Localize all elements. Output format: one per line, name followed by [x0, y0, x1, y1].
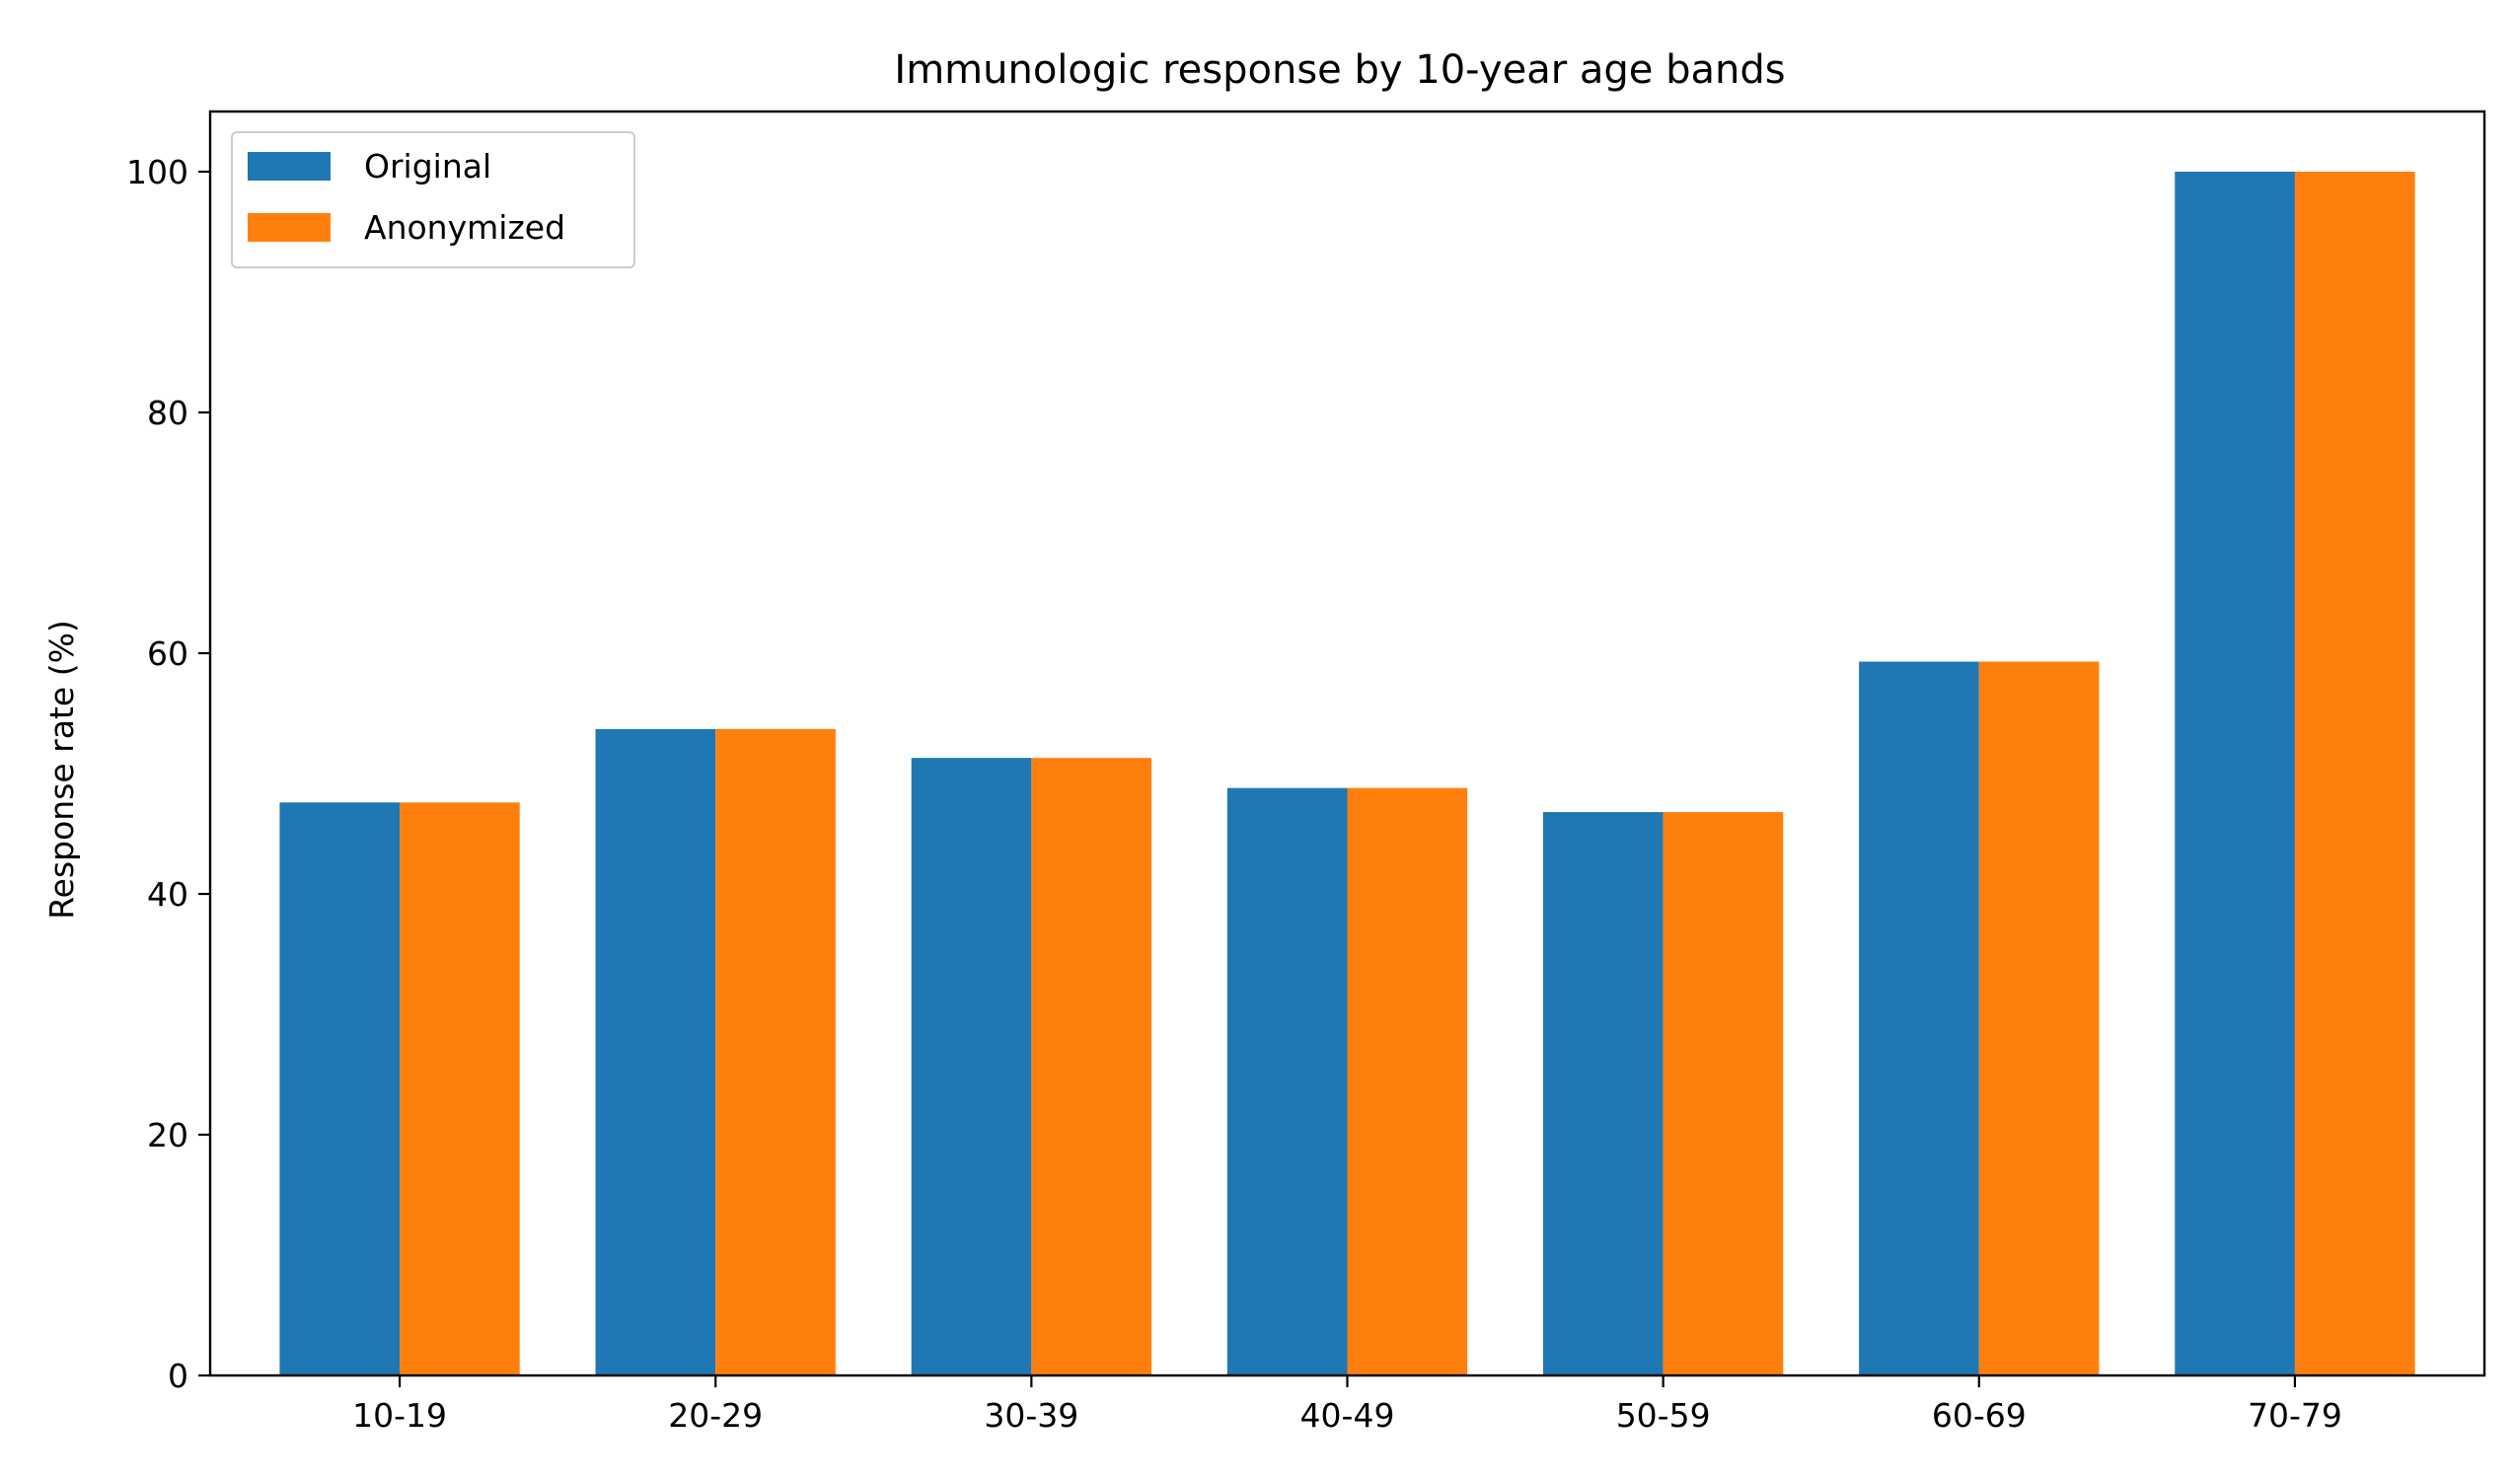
x-tick-label: 30-39: [984, 1396, 1078, 1435]
legend: Original Anonymized: [231, 131, 635, 268]
legend-box: [231, 131, 635, 268]
bar-original-40-49: [1226, 787, 1348, 1375]
bar-anonymized-30-39: [1031, 758, 1152, 1375]
legend-swatch-original: [248, 152, 331, 181]
y-tick-label: 0: [168, 1357, 188, 1395]
bar-original-30-39: [911, 758, 1032, 1375]
bar-anonymized-60-69: [1978, 661, 2100, 1375]
x-tick-label: 70-79: [2248, 1396, 2342, 1435]
bar-original-50-59: [1542, 812, 1664, 1375]
y-tick-label: 80: [147, 394, 188, 432]
y-tick-label: 60: [147, 634, 188, 673]
legend-label-anonymized: Anonymized: [364, 208, 565, 247]
bar-original-10-19: [279, 802, 401, 1375]
x-tick-label: 20-29: [668, 1396, 763, 1435]
bars-layer: [279, 172, 2415, 1375]
x-tick-label: 50-59: [1616, 1396, 1711, 1435]
legend-swatch-anonymized: [248, 213, 331, 242]
bar-anonymized-70-79: [2294, 172, 2415, 1375]
bar-anonymized-20-29: [715, 728, 836, 1375]
bar-original-20-29: [595, 728, 716, 1375]
bar-anonymized-50-59: [1663, 812, 1784, 1375]
x-tick-label: 10-19: [352, 1396, 447, 1435]
x-tick-label: 40-49: [1300, 1396, 1395, 1435]
y-axis-label: Response rate (%): [42, 620, 81, 920]
bar-original-70-79: [2175, 172, 2295, 1375]
y-tick-label: 100: [126, 153, 188, 191]
axes-layer: 0 20 40 60 80 100 10-19 20-29 30-39 40-49 50-59 60-…: [126, 110, 2486, 1435]
y-tick-label: 40: [147, 875, 188, 914]
x-tick-label: 60-69: [1932, 1396, 2027, 1435]
bar-anonymized-10-19: [400, 802, 520, 1375]
bar-anonymized-40-49: [1347, 787, 1468, 1375]
legend-label-original: Original: [364, 147, 491, 186]
bar-original-60-69: [1859, 661, 1979, 1375]
y-tick-label: 20: [147, 1116, 188, 1154]
chart-title: Immunologic response by 10-year age band…: [894, 47, 1785, 93]
